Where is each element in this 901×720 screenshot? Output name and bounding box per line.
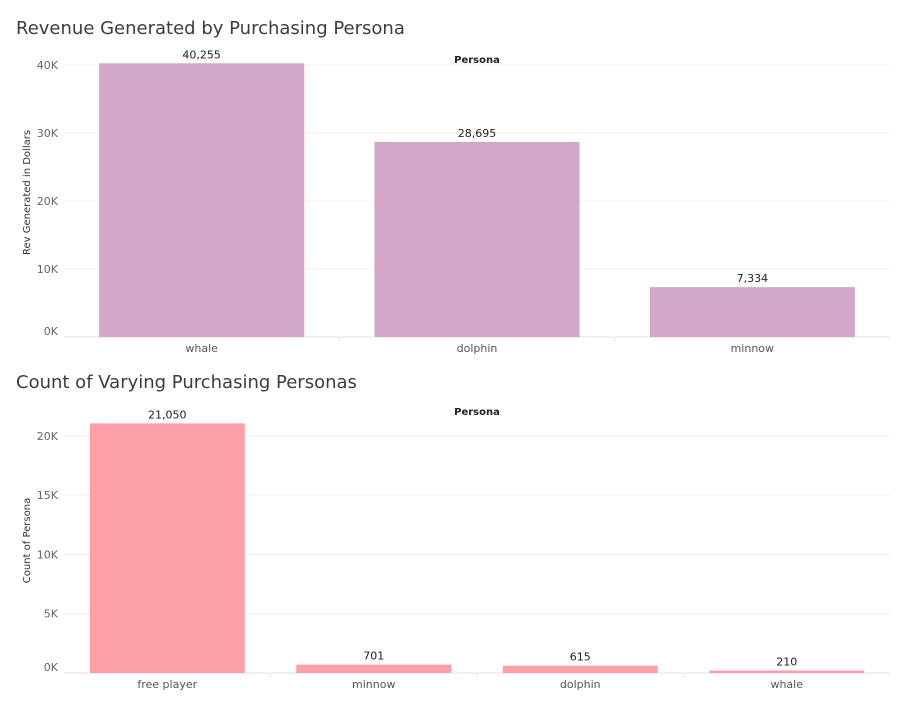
chart-2-data-label: 615 [570,651,591,664]
chart-2-y-axis-title: Count of Persona [22,498,33,583]
chart-2-y-tick-label: 15K [37,489,59,502]
chart-1-y-axis-title: Rev Generated in Dollars [22,130,33,255]
chart-2-data-label: 210 [776,656,797,669]
chart-1-header-label: Persona [454,55,500,66]
chart-2-y-tick-label: 20K [37,430,59,443]
chart-1-category-label: dolphin [457,342,498,355]
revenue-bar-chart: Persona Rev Generated in Dollars 0K 10K 20K 3… [22,48,890,355]
chart-1-category-label: minnow [731,342,774,355]
chart-2-bar [709,670,865,673]
chart-1-category-label: whale [185,342,218,355]
chart-1-bar [649,287,855,337]
chart-2-category-label: whale [770,678,803,691]
chart-2-category-label: minnow [352,678,395,691]
chart-1-y-tick-label: 30K [37,127,59,140]
chart-2-category-label: free player [137,678,197,691]
chart-1-data-label: 28,695 [458,127,497,140]
chart-2-bar [89,423,245,673]
chart-1-title: Revenue Generated by Purchasing Persona [16,18,405,39]
chart-2-data-label: 21,050 [148,408,187,421]
chart-2-data-label: 701 [363,650,384,663]
persona-count-bar-chart: Persona Count of Persona 0K 5K 10K 15K 20K 21,0… [22,407,890,691]
chart-2-category-label: dolphin [560,678,601,691]
chart-2-header-label: Persona [454,407,500,418]
chart-2-bar [502,665,658,673]
chart-2-title: Count of Varying Purchasing Personas [16,372,357,393]
chart-1-y-tick-label: 0K [44,325,59,338]
chart-1-y-tick-label: 40K [37,59,59,72]
chart-2-y-tick-label: 10K [37,548,59,561]
chart-2-bar [296,664,452,673]
chart-1-y-tick-label: 10K [37,263,59,276]
chart-1-data-label: 40,255 [182,48,221,61]
chart-1-data-label: 7,334 [737,272,769,285]
chart-2-y-tick-label: 5K [44,608,59,621]
chart-2-y-tick-label: 0K [44,661,59,674]
chart-1-y-tick-label: 20K [37,195,59,208]
chart-1-bar [99,63,305,338]
chart-1-bar [374,141,580,337]
